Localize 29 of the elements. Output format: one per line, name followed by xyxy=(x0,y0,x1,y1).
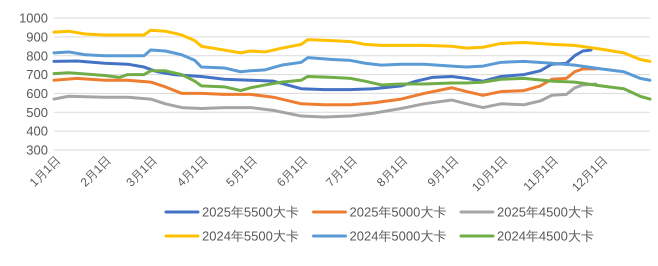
x-tick-label: 5月1日 xyxy=(223,153,260,190)
x-tick-label: 7月1日 xyxy=(323,153,360,190)
y-tick-label: 600 xyxy=(26,86,48,101)
x-tick-label: 11月1日 xyxy=(520,153,561,194)
line-series xyxy=(52,82,598,118)
legend-label: 2025年5000大卡 xyxy=(350,204,446,220)
y-tick-label: 1000 xyxy=(19,10,48,26)
line-series xyxy=(52,28,652,63)
y-tick-label: 700 xyxy=(26,67,48,82)
line-series xyxy=(52,48,652,82)
x-tick-label: 4月1日 xyxy=(174,153,210,190)
line-series xyxy=(52,69,652,101)
legend-label: 2025年4500大卡 xyxy=(497,204,594,220)
y-tick-label: 800 xyxy=(26,48,48,64)
x-tick-label: 9月1日 xyxy=(424,153,461,190)
line-series xyxy=(52,67,598,106)
x-tick-label: 12月1日 xyxy=(568,153,610,194)
x-tick-label: 10月1日 xyxy=(469,153,510,194)
x-tick-label: 6月1日 xyxy=(274,153,310,190)
y-tick-label: 500 xyxy=(26,104,48,120)
y-tick-label: 400 xyxy=(26,124,48,139)
legend-label: 2025年5500大卡 xyxy=(202,204,299,220)
y-tick-label: 900 xyxy=(26,29,48,44)
legend-label: 2024年5000大卡 xyxy=(350,228,446,244)
legend-label: 2024年4500大卡 xyxy=(497,228,594,244)
legend-label: 2024年5500大卡 xyxy=(202,228,299,244)
x-tick-label: 3月1日 xyxy=(123,153,160,190)
x-tick-label: 8月1日 xyxy=(374,153,410,190)
x-tick-label: 2月1日 xyxy=(78,153,114,190)
